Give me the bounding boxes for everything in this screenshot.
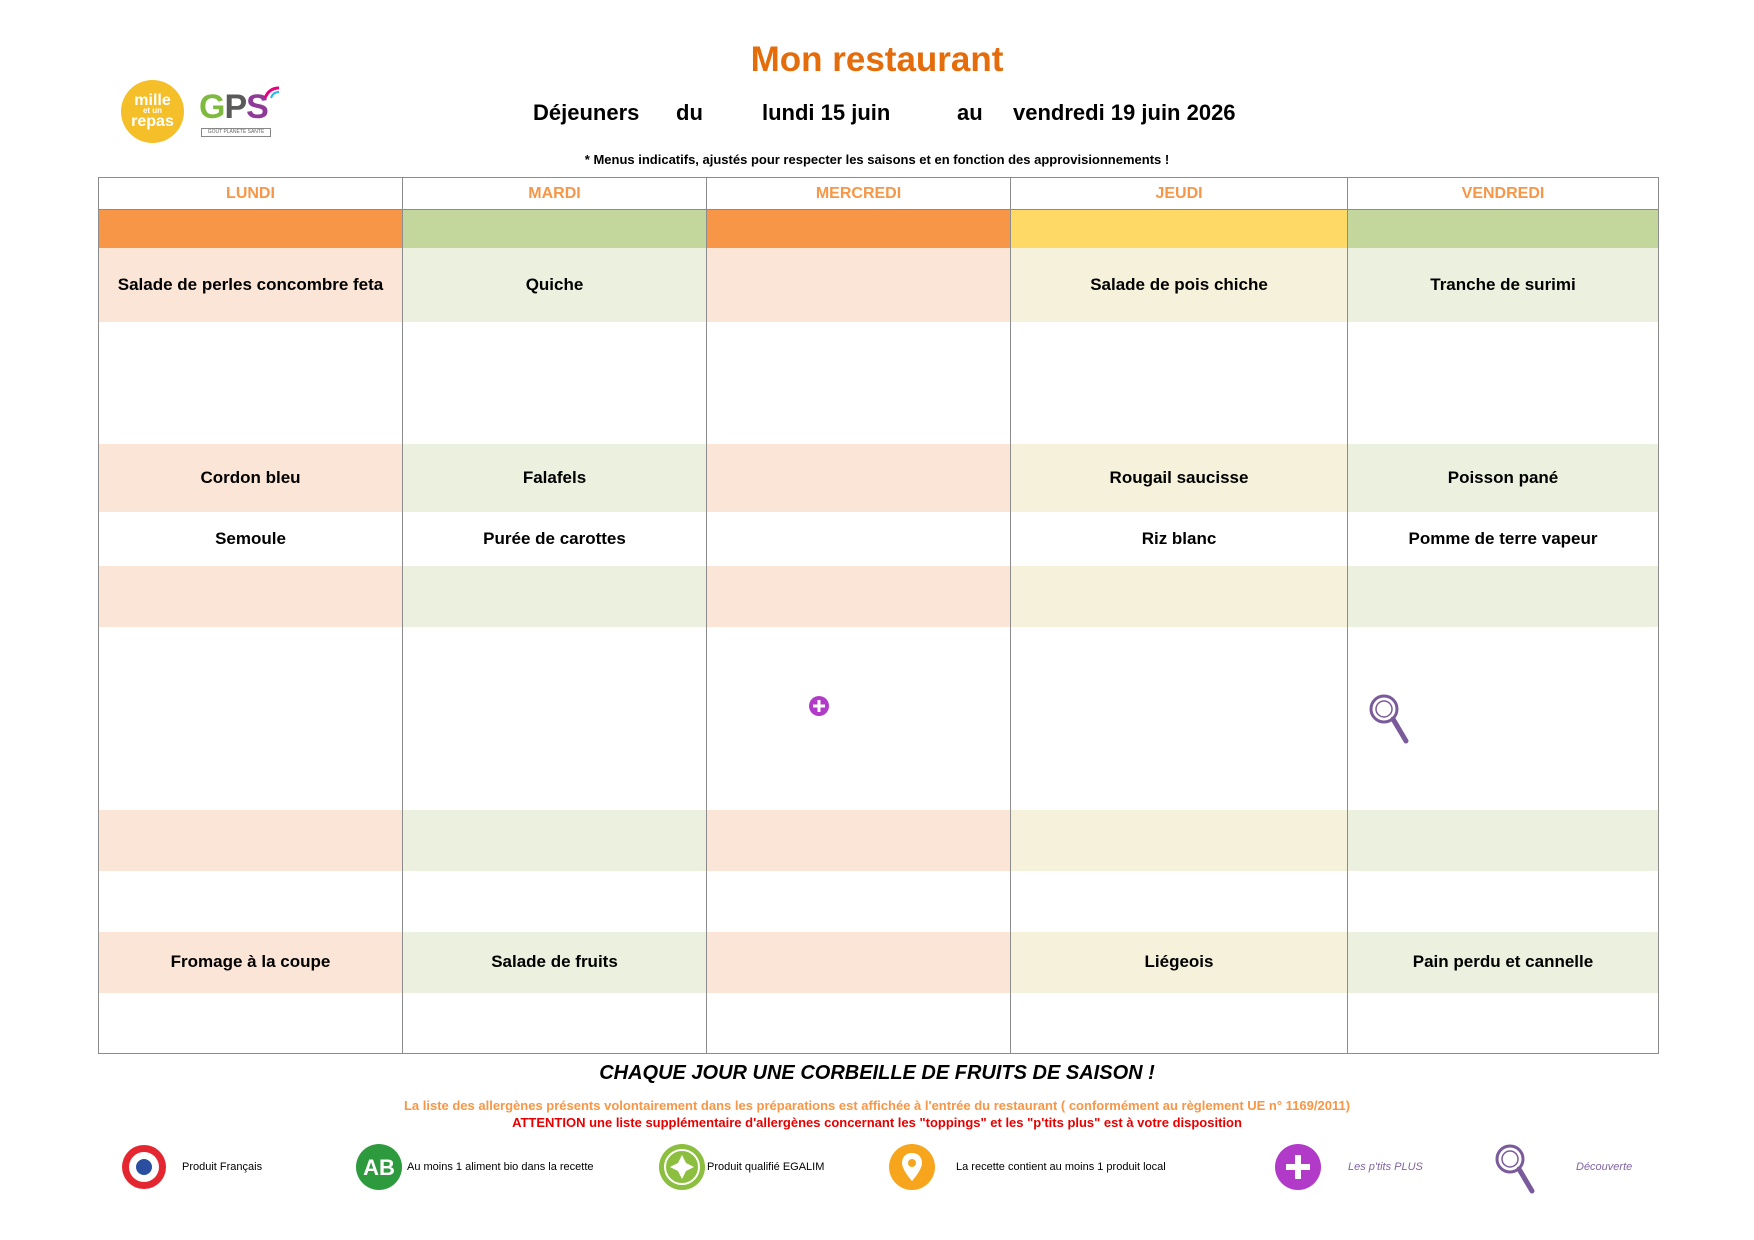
color-bar: [98, 209, 403, 248]
side-dish-wednesday: [706, 511, 1011, 566]
day-header-thursday: JEUDI: [1010, 177, 1348, 210]
color-bar: [402, 209, 707, 248]
gps-logo: GPS GOÛT PLANÈTE SANTÉ: [199, 86, 285, 138]
color-bar: [706, 209, 1011, 248]
tinted-empty-row: [98, 565, 1659, 627]
day-header-wednesday: MERCREDI: [706, 177, 1011, 210]
starter-tuesday: Quiche: [402, 247, 707, 322]
local-pin-icon: [889, 1144, 935, 1190]
main-dish-row: Cordon bleu Falafels Rougail saucisse Po…: [98, 443, 1659, 512]
side-dish-tuesday: Purée de carottes: [402, 511, 707, 566]
allergens-warning: ATTENTION une liste supplémentaire d'all…: [512, 1115, 1242, 1130]
legend-item: Découverte: [1494, 1143, 1654, 1194]
main-dish-thursday: Rougail saucisse: [1010, 443, 1348, 512]
menu-note: * Menus indicatifs, ajustés pour respect…: [584, 152, 1170, 167]
main-dish-tuesday: Falafels: [402, 443, 707, 512]
legend-label: Produit Français: [182, 1161, 263, 1173]
period-from-date: lundi 15 juin: [762, 100, 891, 125]
period-label: Déjeuners: [533, 100, 640, 125]
ptits-plus-icon: [1275, 1144, 1321, 1190]
starter-thursday: Salade de pois chiche: [1010, 247, 1348, 322]
starter-row: Salade de perles concombre feta Quiche S…: [98, 247, 1659, 322]
legend-item: Produit Français: [120, 1143, 320, 1191]
fruits-banner: CHAQUE JOUR UNE CORBEILLE DE FRUITS DE S…: [599, 1062, 1155, 1084]
discovery-icon: [1495, 1144, 1535, 1194]
period-to-date: vendredi 19 juin 2026: [1013, 100, 1236, 125]
legend-label: Découverte: [1576, 1161, 1633, 1173]
legend-item: La recette contient au moins 1 produit l…: [888, 1143, 1188, 1191]
discovery-icon: [1369, 694, 1409, 744]
svg-text:AB: AB: [363, 1155, 395, 1180]
dessert-wednesday: [706, 931, 1011, 993]
legend-label: Produit qualifié EGALIM: [707, 1161, 825, 1173]
dessert-monday: Fromage à la coupe: [98, 931, 403, 993]
period-to-label: au: [957, 100, 983, 125]
legend-item: Produit qualifié EGALIM: [658, 1143, 858, 1191]
starter-wednesday: [706, 247, 1011, 322]
blank-row: [98, 626, 1659, 810]
ptits-plus-icon: [809, 696, 829, 716]
blank-row: [98, 992, 1659, 1054]
side-dish-thursday: Riz blanc: [1010, 511, 1348, 566]
color-bar: [1347, 209, 1659, 248]
legend-label: La recette contient au moins 1 produit l…: [956, 1161, 1166, 1173]
starter-friday: Tranche de surimi: [1347, 247, 1659, 322]
dessert-row: Fromage à la coupe Salade de fruits Liég…: [98, 931, 1659, 993]
main-dish-wednesday: [706, 443, 1011, 512]
legend-item: AB Au moins 1 aliment bio dans la recett…: [355, 1143, 645, 1191]
egalim-icon: [659, 1144, 705, 1190]
legend-item: Les p'tits PLUS: [1274, 1143, 1434, 1191]
side-dish-friday: Pomme de terre vapeur: [1347, 511, 1659, 566]
dessert-friday: Pain perdu et cannelle: [1347, 931, 1659, 993]
day-header-tuesday: MARDI: [402, 177, 707, 210]
side-dish-monday: Semoule: [98, 511, 403, 566]
blank-row: [98, 870, 1659, 932]
day-header-monday: LUNDI: [98, 177, 403, 210]
dessert-thursday: Liégeois: [1010, 931, 1348, 993]
period-from-label: du: [676, 100, 703, 125]
dessert-tuesday: Salade de fruits: [402, 931, 707, 993]
side-dish-row: Semoule Purée de carottes Riz blanc Pomm…: [98, 511, 1659, 566]
weekly-menu-table: LUNDI MARDI MERCREDI JEUDI VENDREDI Sala…: [98, 177, 1659, 1054]
day-header-friday: VENDREDI: [1347, 177, 1659, 210]
french-flag-icon: [122, 1145, 166, 1189]
page-title: Mon restaurant: [750, 40, 1004, 79]
blank-row: [98, 321, 1659, 444]
mille-et-un-repas-logo: mille et un repas: [121, 80, 184, 143]
legend-label: Les p'tits PLUS: [1348, 1161, 1423, 1173]
organic-ab-icon: AB: [356, 1144, 402, 1190]
main-dish-friday: Poisson pané: [1347, 443, 1659, 512]
color-bar-row: [98, 209, 1659, 248]
legend-label: Au moins 1 aliment bio dans la recette: [407, 1161, 594, 1173]
color-bar: [1010, 209, 1348, 248]
tinted-empty-row: [98, 809, 1659, 871]
main-dish-monday: Cordon bleu: [98, 443, 403, 512]
starter-monday: Salade de perles concombre feta: [98, 247, 403, 322]
allergens-notice: La liste des allergènes présents volonta…: [403, 1098, 1351, 1113]
day-header-row: LUNDI MARDI MERCREDI JEUDI VENDREDI: [98, 177, 1659, 210]
